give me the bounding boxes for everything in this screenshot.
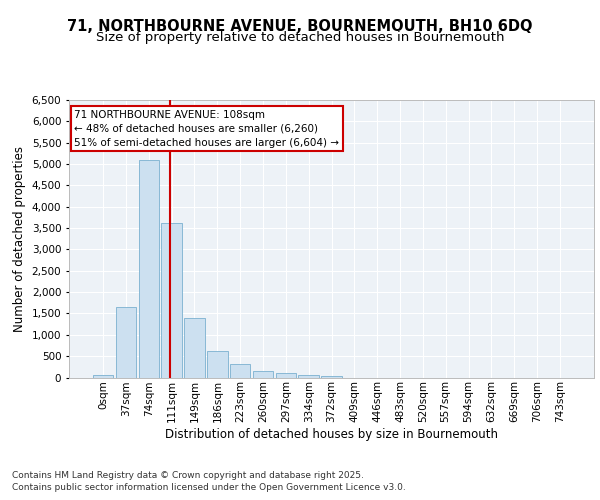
Text: 71 NORTHBOURNE AVENUE: 108sqm
← 48% of detached houses are smaller (6,260)
51% o: 71 NORTHBOURNE AVENUE: 108sqm ← 48% of d… xyxy=(74,110,339,148)
Bar xyxy=(253,371,273,378)
Text: Size of property relative to detached houses in Bournemouth: Size of property relative to detached ho… xyxy=(96,31,504,44)
X-axis label: Distribution of detached houses by size in Bournemouth: Distribution of detached houses by size … xyxy=(165,428,498,441)
Text: Contains public sector information licensed under the Open Government Licence v3: Contains public sector information licen… xyxy=(12,483,406,492)
Bar xyxy=(93,375,113,378)
Text: 71, NORTHBOURNE AVENUE, BOURNEMOUTH, BH10 6DQ: 71, NORTHBOURNE AVENUE, BOURNEMOUTH, BH1… xyxy=(67,19,533,34)
Bar xyxy=(207,352,227,378)
Bar xyxy=(116,307,136,378)
Bar xyxy=(230,364,250,378)
Bar xyxy=(184,318,205,378)
Bar xyxy=(298,374,319,378)
Bar xyxy=(139,160,159,378)
Bar xyxy=(161,223,182,378)
Text: Contains HM Land Registry data © Crown copyright and database right 2025.: Contains HM Land Registry data © Crown c… xyxy=(12,472,364,480)
Bar xyxy=(321,376,342,378)
Y-axis label: Number of detached properties: Number of detached properties xyxy=(13,146,26,332)
Bar xyxy=(275,373,296,378)
